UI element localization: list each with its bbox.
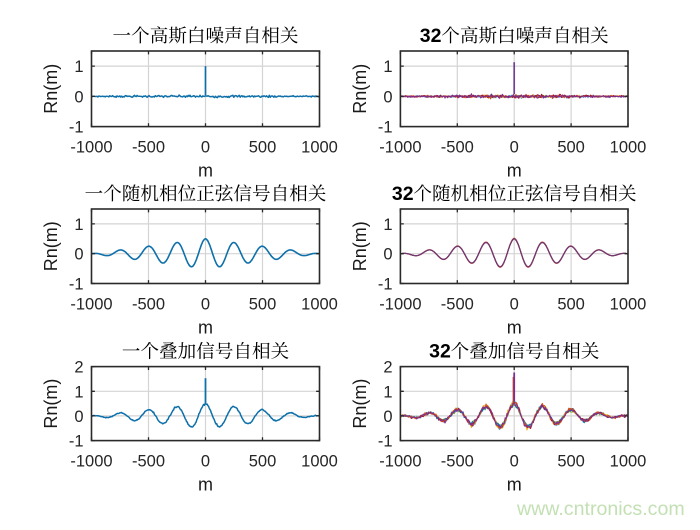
svg-text:0: 0 <box>510 139 519 157</box>
svg-text:2: 2 <box>383 359 392 377</box>
svg-text:0: 0 <box>201 453 210 471</box>
svg-text:Rn(m): Rn(m) <box>350 379 370 429</box>
svg-text:32: 32 <box>420 25 442 47</box>
svg-text:0: 0 <box>74 408 83 426</box>
svg-text:m: m <box>198 475 213 495</box>
svg-text:500: 500 <box>249 453 277 471</box>
svg-text:-500: -500 <box>132 296 165 314</box>
svg-text:-1: -1 <box>378 119 393 137</box>
svg-text:m: m <box>198 161 213 181</box>
svg-text:-1000: -1000 <box>379 453 421 471</box>
svg-text:1000: 1000 <box>610 139 647 157</box>
svg-text:Rn(m): Rn(m) <box>41 379 61 429</box>
svg-text:-1: -1 <box>378 276 393 294</box>
svg-text:-1000: -1000 <box>70 296 112 314</box>
svg-text:-1: -1 <box>69 119 84 137</box>
svg-text:Rn(m): Rn(m) <box>350 64 370 114</box>
svg-text:32: 32 <box>392 183 414 205</box>
svg-text:1000: 1000 <box>610 296 647 314</box>
svg-text:0: 0 <box>510 296 519 314</box>
svg-text:0: 0 <box>74 246 83 264</box>
svg-text:500: 500 <box>249 296 277 314</box>
svg-text:m: m <box>507 475 522 495</box>
svg-text:-500: -500 <box>132 453 165 471</box>
svg-text:0: 0 <box>74 88 83 106</box>
svg-text:-1000: -1000 <box>379 139 421 157</box>
svg-text:1: 1 <box>383 58 392 76</box>
svg-text:1: 1 <box>383 383 392 401</box>
svg-text:0: 0 <box>201 296 210 314</box>
svg-text:1: 1 <box>74 383 83 401</box>
svg-text:500: 500 <box>557 453 585 471</box>
svg-text:1: 1 <box>383 216 392 234</box>
svg-text:1: 1 <box>74 58 83 76</box>
svg-text:-1: -1 <box>69 433 84 451</box>
svg-text:1000: 1000 <box>301 296 338 314</box>
svg-text:0: 0 <box>383 88 392 106</box>
svg-text:Rn(m): Rn(m) <box>41 221 61 271</box>
svg-text:-1: -1 <box>69 276 84 294</box>
svg-text:32: 32 <box>429 341 451 363</box>
svg-text:m: m <box>507 161 522 181</box>
svg-text:-500: -500 <box>441 296 474 314</box>
svg-text:-1: -1 <box>378 433 393 451</box>
svg-text:1000: 1000 <box>301 139 338 157</box>
svg-text:1000: 1000 <box>610 453 647 471</box>
svg-text:-1000: -1000 <box>379 296 421 314</box>
svg-text:0: 0 <box>510 453 519 471</box>
svg-text:500: 500 <box>557 139 585 157</box>
svg-text:-1000: -1000 <box>70 453 112 471</box>
svg-text:1: 1 <box>74 216 83 234</box>
svg-text:0: 0 <box>201 139 210 157</box>
svg-text:www.cntronics.com: www.cntronics.com <box>516 498 685 520</box>
svg-text:m: m <box>198 318 213 338</box>
svg-text:Rn(m): Rn(m) <box>41 64 61 114</box>
svg-text:-1000: -1000 <box>70 139 112 157</box>
svg-text:2: 2 <box>74 359 83 377</box>
svg-text:500: 500 <box>249 139 277 157</box>
svg-text:m: m <box>507 318 522 338</box>
svg-text:-500: -500 <box>441 139 474 157</box>
svg-text:-500: -500 <box>132 139 165 157</box>
svg-text:-500: -500 <box>441 453 474 471</box>
svg-text:0: 0 <box>383 408 392 426</box>
svg-text:1000: 1000 <box>301 453 338 471</box>
svg-text:0: 0 <box>383 246 392 264</box>
svg-text:500: 500 <box>557 296 585 314</box>
svg-text:Rn(m): Rn(m) <box>350 221 370 271</box>
